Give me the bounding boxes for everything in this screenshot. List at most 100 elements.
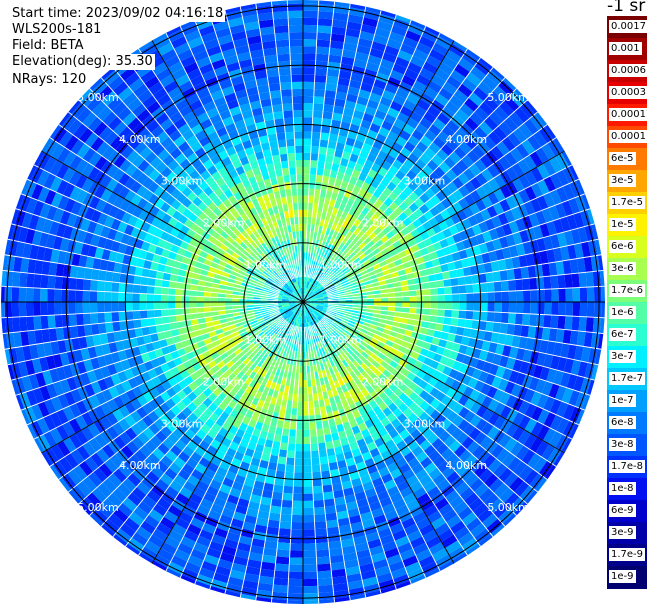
range-gate-cell (492, 322, 501, 334)
range-gate-cell (324, 368, 332, 377)
range-gate-cell (307, 291, 314, 297)
range-gate-cell (258, 244, 266, 253)
range-gate-cell (415, 141, 429, 153)
range-gate-cell (275, 337, 282, 346)
range-gate-cell (343, 256, 351, 264)
range-gate-cell (282, 304, 290, 308)
range-gate-cell (203, 468, 216, 480)
range-gate-cell (64, 251, 74, 266)
range-gate-cell (69, 265, 79, 279)
range-gate-cell (117, 242, 128, 255)
range-gate-cell (127, 214, 139, 227)
range-gate-cell (391, 450, 404, 463)
range-gate-cell (269, 254, 276, 262)
range-gate-cell (154, 245, 164, 256)
range-gate-cell (393, 118, 407, 130)
range-gate-cell (297, 288, 301, 296)
range-gate-cell (549, 156, 563, 173)
range-gate-cell (279, 323, 286, 330)
range-gate-cell (563, 230, 575, 246)
range-gate-cell (524, 185, 537, 201)
range-gate-cell (442, 365, 453, 377)
range-gate-cell (243, 336, 252, 344)
range-gate-cell (231, 330, 240, 338)
range-gate-cell (47, 302, 55, 316)
range-gate-cell (463, 492, 479, 507)
range-gate-cell (303, 74, 315, 83)
range-gate-cell (264, 240, 272, 249)
range-gate-cell (217, 297, 225, 302)
range-gate-cell (158, 255, 168, 266)
range-gate-cell (373, 514, 388, 526)
range-gate-cell (134, 449, 148, 463)
range-gate-cell (288, 303, 297, 305)
range-gate-cell (347, 276, 355, 282)
range-gate-cell (328, 176, 337, 186)
range-gate-cell (497, 378, 509, 392)
range-gate-cell (202, 491, 217, 504)
range-gate-cell (548, 383, 560, 399)
range-gate-cell (279, 274, 286, 281)
range-gate-cell (435, 391, 447, 403)
range-gate-cell (498, 121, 513, 137)
range-gate-cell (457, 276, 466, 286)
range-gate-cell (394, 311, 402, 318)
range-gate-cell (451, 309, 460, 319)
range-gate-cell (488, 228, 499, 241)
range-gate-cell (297, 394, 303, 402)
range-gate-cell (218, 310, 226, 316)
range-gate-cell (261, 311, 270, 316)
range-gate-cell (450, 379, 462, 391)
range-gate-cell (378, 466, 391, 478)
range-gate-cell (258, 575, 275, 585)
range-gate-cell (271, 325, 278, 333)
range-gate-cell (382, 225, 392, 235)
range-gate-cell (270, 313, 278, 319)
range-gate-cell (181, 462, 195, 475)
range-gate-cell (27, 164, 38, 181)
range-gate-cell (295, 436, 303, 445)
range-gate-cell (178, 511, 194, 524)
range-gate-cell (308, 293, 315, 299)
range-gate-cell (348, 278, 357, 285)
range-gate-cell (471, 274, 480, 285)
range-gate-cell (165, 449, 178, 463)
range-gate-cell (312, 203, 319, 211)
range-gate-cell (25, 287, 34, 302)
range-gate-cell (146, 285, 155, 295)
range-gate-cell (212, 20, 230, 32)
range-gate-cell (303, 145, 312, 153)
range-gate-cell (303, 46, 317, 54)
range-gate-cell (175, 517, 191, 530)
range-gate-cell (467, 256, 477, 267)
range-gate-cell (93, 121, 108, 137)
range-gate-cell (235, 276, 244, 283)
range-gate-cell (452, 232, 463, 244)
range-gate-cell (344, 382, 353, 391)
range-gate-cell (182, 283, 191, 291)
range-gate-cell (87, 116, 103, 133)
range-gate-cell (133, 275, 142, 285)
range-gate-cell (313, 287, 320, 294)
range-gate-cell (303, 571, 318, 580)
range-gate-cell (344, 326, 353, 333)
range-gate-cell (157, 442, 170, 456)
range-gate-cell (253, 382, 262, 391)
range-gate-cell (172, 164, 185, 177)
range-gate-cell (126, 274, 135, 285)
range-gate-cell (532, 251, 542, 266)
range-gate-cell (341, 545, 357, 555)
range-gate-cell (134, 266, 144, 277)
range-gate-cell (507, 279, 516, 292)
range-gate-cell (435, 201, 447, 213)
range-gate-cell (112, 182, 125, 196)
range-gate-cell (423, 308, 431, 316)
range-gate-cell (280, 314, 287, 320)
range-gate-cell (334, 224, 342, 233)
range-gate-cell (275, 470, 286, 479)
range-gate-cell (303, 543, 317, 551)
range-gate-cell (244, 325, 253, 332)
range-gate-cell (137, 462, 151, 477)
range-gate-cell (444, 294, 453, 302)
range-gate-cell (329, 333, 337, 341)
